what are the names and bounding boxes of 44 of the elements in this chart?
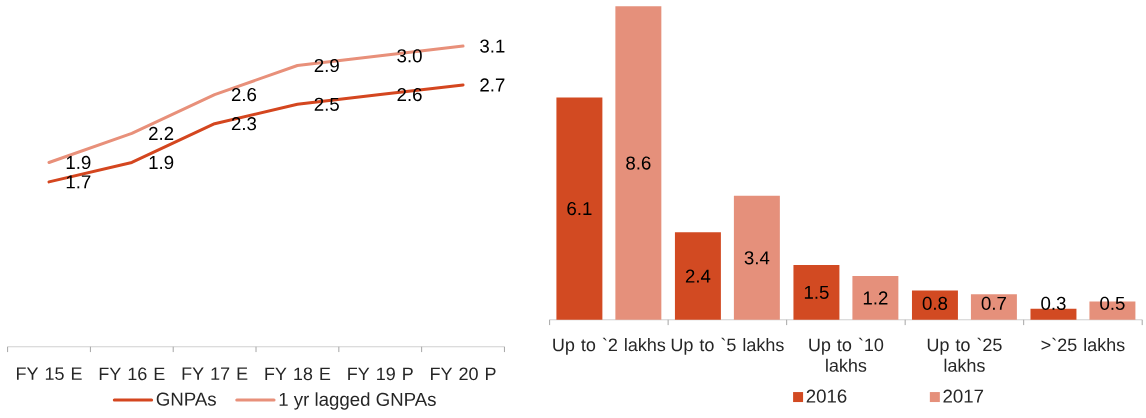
x-tick-label: FY 20 P: [431, 367, 496, 381]
bar: [674, 232, 721, 320]
data-label: 1.9: [149, 156, 174, 170]
x-tick-label: FY 17 E: [182, 367, 248, 380]
data-label: 2.3: [231, 117, 257, 131]
data-label: 6.1: [567, 202, 592, 216]
data-label: 1.7: [66, 175, 91, 189]
data-label: 8.6: [626, 156, 651, 170]
bar: [911, 290, 958, 320]
x-tick-label: Up to `5 lakhs: [671, 337, 784, 355]
bar: [852, 276, 899, 320]
x-tick-label: Up to `2 lakhs: [553, 337, 666, 355]
data-label: 2.7: [480, 78, 505, 92]
data-label: 0.8: [922, 296, 948, 311]
bar: [793, 265, 840, 320]
bar: [556, 97, 603, 320]
legend-label: 1 yr lagged GNPAs: [279, 392, 436, 410]
x-tick-label: Up to `10 lakhs: [809, 337, 884, 373]
data-label: 1.2: [863, 291, 888, 305]
legend-label: 2017: [943, 389, 984, 403]
data-label: 0.3: [1041, 296, 1066, 311]
data-label: 0.7: [981, 296, 1006, 311]
x-tick-label: FY 16 E: [99, 367, 165, 381]
data-label: 2.2: [149, 127, 174, 141]
bar: [615, 6, 662, 320]
bar: [733, 195, 780, 320]
x-tick-label: >`25 lakhs: [1041, 337, 1125, 352]
data-label: 3.1: [480, 39, 505, 53]
data-label: 2.6: [397, 88, 422, 102]
x-tick-label: FY 15 E: [17, 367, 82, 381]
legend-label: 2016: [806, 389, 847, 403]
x-tick-label: FY 19 P: [348, 367, 413, 381]
bar: [970, 294, 1017, 320]
legend-label: GNPAs: [156, 392, 216, 406]
data-label: 3.4: [744, 251, 770, 265]
data-label: 1.9: [66, 156, 91, 170]
data-label: 2.9: [314, 59, 339, 73]
data-label: 1.5: [804, 286, 829, 300]
data-label: 3.0: [397, 49, 422, 63]
bar: [1030, 308, 1077, 320]
x-tick-label: Up to `25 lakhs: [927, 337, 1002, 373]
data-label: 2.4: [685, 269, 711, 283]
x-tick-label: FY 18 E: [265, 367, 331, 381]
data-label: 2.6: [231, 88, 257, 102]
